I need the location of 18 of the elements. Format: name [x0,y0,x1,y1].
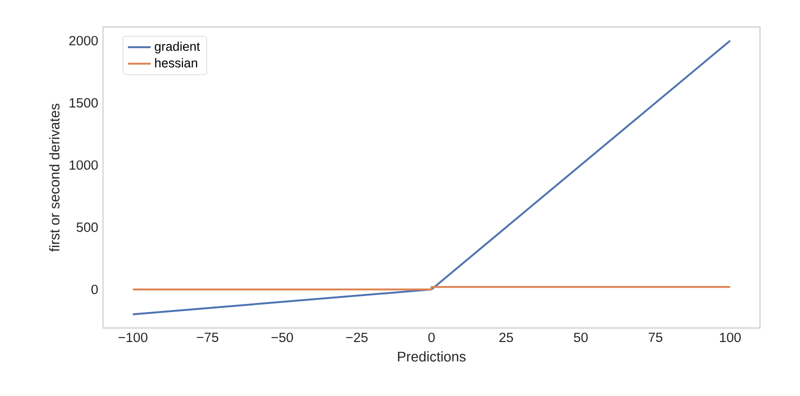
x-tick-label: 50 [574,332,588,342]
y-tick-label: 1000 [70,160,98,170]
x-tick-label: −25 [346,332,368,342]
y-tick-label: 2000 [69,36,98,46]
x-tick-label: 0 [428,332,435,342]
x-tick-label: 75 [648,332,662,342]
x-tick-label: 25 [499,332,514,342]
y-axis-title: first or second derivates [49,104,60,252]
y-tick-label: 500 [76,222,98,232]
x-tick-label: −100 [118,332,148,342]
x-axis-title: Predictions [398,351,466,362]
x-tick-label: −75 [196,332,218,342]
y-tick-label: 1500 [70,98,98,108]
x-tick-label: −50 [272,332,293,342]
legend-label: gradient [154,42,200,54]
x-tick-label: 100 [720,332,741,342]
y-tick-label: 0 [91,284,98,294]
legend-label: hessian [155,58,198,68]
